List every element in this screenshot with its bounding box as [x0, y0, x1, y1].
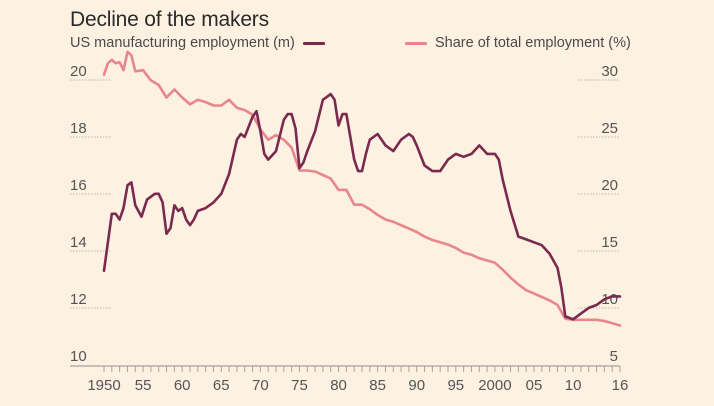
right-tick-label: 15	[601, 234, 618, 251]
left-tick-label: 12	[70, 291, 87, 308]
share-of-employment-line	[102, 50, 622, 327]
legend-share-swatch	[405, 41, 427, 45]
right-tick-label: 25	[601, 120, 618, 137]
x-tick-label: 70	[252, 377, 269, 394]
left-tick-label: 20	[70, 63, 87, 80]
x-tick-label: 55	[135, 377, 152, 394]
right-tick-label: 5	[610, 348, 618, 365]
series-lines	[102, 50, 622, 327]
x-tick-label: 65	[213, 377, 230, 394]
x-tick-label: 16	[612, 377, 629, 394]
x-tick-label: 2000	[478, 377, 511, 394]
left-tick-label: 10	[70, 348, 87, 365]
legend-manufacturing-swatch	[302, 41, 325, 45]
x-tick-label: 1950	[87, 377, 120, 394]
chart-title: Decline of the makers	[70, 8, 269, 31]
left-axis-ticks: 10 12 14 16 18 20	[70, 63, 87, 365]
left-tick-label: 18	[70, 120, 87, 137]
x-tick-label: 80	[330, 377, 347, 394]
x-tick-label: 75	[291, 377, 308, 394]
left-tick-label: 16	[70, 177, 87, 194]
x-tick-label: 60	[174, 377, 191, 394]
x-tick-label: 10	[565, 377, 582, 394]
manufacturing-employment-line	[102, 92, 622, 321]
left-tick-label: 14	[70, 234, 87, 251]
x-tick-label: 05	[526, 377, 543, 394]
legend-manufacturing: US manufacturing employment (m)	[70, 35, 325, 51]
x-axis: 1950 55 60 65 70 75 80 85 90 95 2000 05 10 16	[70, 365, 629, 394]
x-tick-label: 90	[408, 377, 425, 394]
legend-share-label: Share of total employment (%)	[435, 35, 631, 51]
gridlines	[70, 79, 620, 309]
right-tick-label: 20	[601, 177, 618, 194]
right-tick-label: 30	[601, 63, 618, 80]
x-tick-label: 95	[447, 377, 464, 394]
x-tick-label: 85	[369, 377, 386, 394]
legend-manufacturing-label: US manufacturing employment (m)	[70, 35, 295, 51]
legend-share: Share of total employment (%)	[405, 35, 631, 51]
